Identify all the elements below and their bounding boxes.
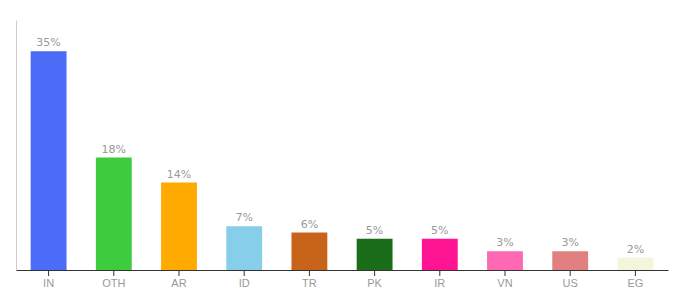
x-tick-mark [570, 270, 571, 276]
x-tick: IR [434, 270, 445, 289]
x-axis: IN OTH AR ID TR PK IR VN US EG [17, 270, 669, 289]
x-tick: TR [302, 270, 317, 289]
data-label: 5% [431, 224, 448, 237]
x-tick-label: IN [43, 277, 54, 289]
data-label: 3% [561, 236, 578, 249]
y-axis [16, 21, 17, 271]
x-tick-label: AR [171, 277, 186, 289]
bar [31, 51, 67, 270]
x-tick-label: ID [239, 277, 250, 289]
x-tick-mark [374, 270, 375, 276]
x-tick: ID [239, 270, 250, 289]
x-tick-mark [439, 270, 440, 276]
bar [357, 239, 393, 270]
data-label: 18% [102, 143, 126, 156]
data-label: 2% [627, 243, 644, 256]
bar [487, 251, 523, 270]
x-tick: VN [497, 270, 512, 289]
x-tick-mark [635, 270, 636, 276]
bar [226, 226, 262, 270]
x-tick-mark [113, 270, 114, 276]
bar [422, 239, 458, 270]
x-tick: US [563, 270, 578, 289]
x-tick: EG [627, 270, 643, 289]
bar [552, 251, 588, 270]
x-tick: PK [367, 270, 382, 289]
x-tick-label: US [563, 277, 578, 289]
data-label: 3% [496, 236, 513, 249]
x-tick-label: PK [367, 277, 382, 289]
x-tick: IN [43, 270, 54, 289]
bar [161, 183, 197, 271]
data-label: 6% [301, 218, 318, 231]
x-tick: AR [171, 270, 186, 289]
x-tick-label: OTH [102, 277, 125, 289]
x-tick-mark [48, 270, 49, 276]
x-tick-label: IR [434, 277, 445, 289]
chart-svg: IN OTH AR ID TR PK IR VN US EG 35% 18% 14% 7% 6% 5% 5% 3%… [0, 0, 680, 300]
data-label: 5% [366, 224, 383, 237]
data-label: 14% [167, 168, 191, 181]
x-tick-mark [179, 270, 180, 276]
x-tick-label: TR [302, 277, 317, 289]
bar [291, 233, 327, 271]
x-tick-mark [309, 270, 310, 276]
bar [617, 258, 653, 271]
chart-container: IN OTH AR ID TR PK IR VN US EG 35% 18% 14% 7% 6% 5% 5% 3%… [0, 0, 680, 300]
x-tick: OTH [102, 270, 125, 289]
y-axis-line [16, 21, 17, 271]
x-tick-label: VN [497, 277, 512, 289]
x-tick-label: EG [627, 277, 643, 289]
bar [96, 158, 132, 271]
plot-area: IN OTH AR ID TR PK IR VN US EG 35% 18% 14% 7% 6% 5% 5% 3%… [17, 21, 669, 289]
data-label: 35% [36, 36, 60, 49]
bars [31, 51, 654, 270]
x-tick-mark [505, 270, 506, 276]
data-label: 7% [235, 211, 252, 224]
data-labels: 35% 18% 14% 7% 6% 5% 5% 3% 3% 2% [36, 36, 644, 255]
x-tick-mark [244, 270, 245, 276]
